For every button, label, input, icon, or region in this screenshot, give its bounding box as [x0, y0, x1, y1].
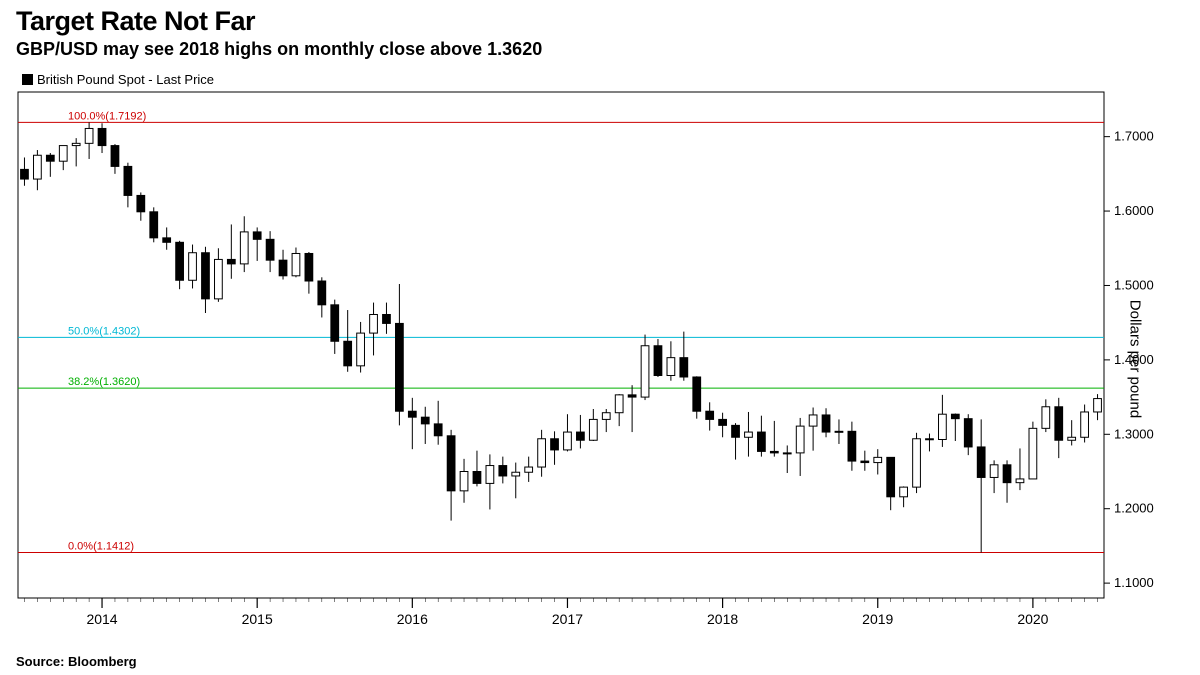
legend-swatch: [22, 74, 33, 85]
svg-text:100.0%(1.7192): 100.0%(1.7192): [68, 110, 146, 122]
svg-text:50.0%(1.4302): 50.0%(1.4302): [68, 325, 140, 337]
chart-area: British Pound Spot - Last Price Dollars …: [0, 68, 1200, 650]
svg-text:2017: 2017: [552, 611, 583, 627]
svg-text:2020: 2020: [1017, 611, 1048, 627]
svg-text:2019: 2019: [862, 611, 893, 627]
chart-title: Target Rate Not Far: [16, 6, 1184, 37]
y-axis-label: Dollars per pound: [1126, 300, 1143, 418]
svg-text:2016: 2016: [397, 611, 428, 627]
svg-text:2018: 2018: [707, 611, 738, 627]
svg-text:1.2000: 1.2000: [1114, 501, 1154, 516]
svg-text:2015: 2015: [242, 611, 273, 627]
source-attribution: Source: Bloomberg: [0, 650, 1200, 675]
svg-text:38.2%(1.3620): 38.2%(1.3620): [68, 376, 140, 388]
legend: British Pound Spot - Last Price: [22, 72, 214, 87]
svg-text:1.1000: 1.1000: [1114, 575, 1154, 590]
svg-text:1.6000: 1.6000: [1114, 203, 1154, 218]
legend-label: British Pound Spot - Last Price: [37, 72, 214, 87]
chart-subtitle: GBP/USD may see 2018 highs on monthly cl…: [16, 39, 1184, 60]
svg-text:1.3000: 1.3000: [1114, 426, 1154, 441]
candlestick-chart: 1.10001.20001.30001.40001.50001.60001.70…: [0, 68, 1200, 628]
svg-text:0.0%(1.1412): 0.0%(1.1412): [68, 540, 134, 552]
svg-text:1.5000: 1.5000: [1114, 277, 1154, 292]
svg-text:1.7000: 1.7000: [1114, 129, 1154, 144]
svg-text:2014: 2014: [86, 611, 117, 627]
